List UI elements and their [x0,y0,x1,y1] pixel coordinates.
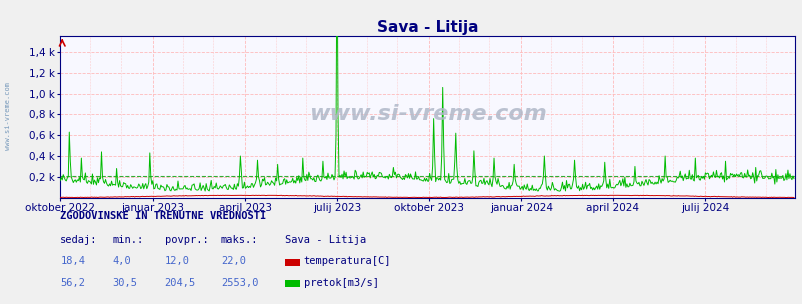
Text: 4,0: 4,0 [112,257,131,267]
Text: povpr.:: povpr.: [164,235,208,245]
Text: 56,2: 56,2 [60,278,85,288]
Text: 12,0: 12,0 [164,257,189,267]
Text: ZGODOVINSKE IN TRENUTNE VREDNOSTI: ZGODOVINSKE IN TRENUTNE VREDNOSTI [60,211,266,221]
Text: sedaj:: sedaj: [60,235,98,245]
Text: 18,4: 18,4 [60,257,85,267]
Text: 2553,0: 2553,0 [221,278,258,288]
Text: 204,5: 204,5 [164,278,196,288]
Text: min.:: min.: [112,235,144,245]
Text: Sava - Litija: Sava - Litija [285,235,366,245]
Text: pretok[m3/s]: pretok[m3/s] [303,278,378,288]
Text: 22,0: 22,0 [221,257,245,267]
Text: www.si-vreme.com: www.si-vreme.com [308,104,546,124]
Title: Sava - Litija: Sava - Litija [376,20,478,35]
Text: temperatura[C]: temperatura[C] [303,257,391,266]
Text: www.si-vreme.com: www.si-vreme.com [5,81,11,150]
Text: 30,5: 30,5 [112,278,137,288]
Text: maks.:: maks.: [221,235,258,245]
